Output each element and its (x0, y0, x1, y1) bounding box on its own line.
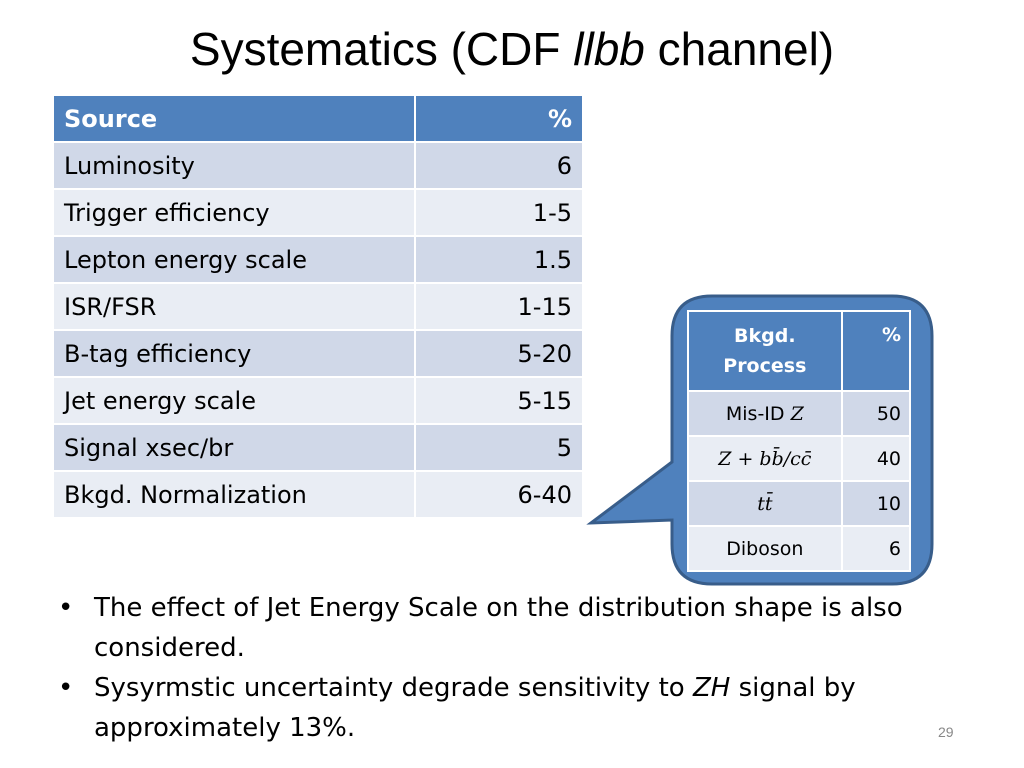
systematics-table: Source % Luminosity 6 Trigger efficiency… (52, 94, 585, 519)
source-cell: Trigger efficiency (52, 188, 416, 237)
bullet-text-post: signal by approximately 13%. (94, 673, 856, 743)
header-source: Source (52, 94, 416, 143)
process-text: Mis-ID (725, 402, 791, 425)
bullet-symbol: • (58, 593, 74, 623)
process-cell: tt̄ (687, 480, 843, 527)
title-suffix: channel) (644, 23, 835, 75)
process-cell: Z + bb̄/cc̄ (687, 435, 843, 482)
table-row: Signal xsec/br 5 (52, 423, 585, 472)
header-process-line1: Bkgd. (734, 325, 796, 347)
bullet-text-pre: Sysyrmstic uncertainty degrade sensitivi… (94, 673, 693, 703)
table-row: Jet energy scale 5-15 (52, 376, 585, 425)
bullet-item: • Sysyrmstic uncertainty degrade sensiti… (56, 668, 956, 748)
page-number: 29 (938, 724, 954, 740)
header-process-line2: Process (723, 355, 807, 377)
header-process: Bkgd. Process (687, 310, 843, 392)
process-math: tt̄ (757, 492, 773, 515)
table-row: tt̄ 10 (687, 480, 912, 527)
percent-cell: 5-20 (413, 329, 585, 378)
bullet-symbol: • (58, 673, 74, 703)
table-header-row: Source % (52, 94, 585, 143)
source-cell: B-tag efficiency (52, 329, 416, 378)
title-prefix: Systematics (CDF (189, 23, 574, 75)
table-row: ISR/FSR 1-15 (52, 282, 585, 331)
title-emphasis: llbb (573, 23, 645, 75)
table-row: Trigger efficiency 1-5 (52, 188, 585, 237)
percent-cell: 40 (840, 435, 912, 482)
percent-cell: 6 (840, 525, 912, 572)
process-math: Z (790, 402, 804, 425)
slide-title: Systematics (CDF llbb channel) (0, 14, 1024, 84)
bullet-text-emphasis: ZH (692, 673, 731, 703)
source-cell: ISR/FSR (52, 282, 416, 331)
header-percent: % (840, 310, 912, 392)
percent-cell: 5 (413, 423, 585, 472)
percent-cell: 50 (840, 390, 912, 437)
table-row: Diboson 6 (687, 525, 912, 572)
background-process-table: Bkgd. Process % Mis-ID Z 50 Z + bb̄/cc̄ … (687, 310, 912, 572)
source-cell: Signal xsec/br (52, 423, 416, 472)
source-cell: Bkgd. Normalization (52, 470, 416, 519)
process-cell: Mis-ID Z (687, 390, 843, 437)
header-percent: % (413, 94, 585, 143)
source-cell: Lepton energy scale (52, 235, 416, 284)
process-math: Z + bb̄/cc̄ (718, 447, 812, 470)
table-row: B-tag efficiency 5-20 (52, 329, 585, 378)
percent-cell: 10 (840, 480, 912, 527)
table-row: Bkgd. Normalization 6-40 (52, 470, 585, 519)
table-row: Lepton energy scale 1.5 (52, 235, 585, 284)
bullet-item: • The effect of Jet Energy Scale on the … (56, 588, 956, 668)
percent-cell: 1-15 (413, 282, 585, 331)
percent-cell: 1.5 (413, 235, 585, 284)
percent-cell: 6-40 (413, 470, 585, 519)
table-row: Mis-ID Z 50 (687, 390, 912, 437)
percent-cell: 1-5 (413, 188, 585, 237)
source-cell: Luminosity (52, 141, 416, 190)
table-row: Z + bb̄/cc̄ 40 (687, 435, 912, 482)
bullet-list: • The effect of Jet Energy Scale on the … (56, 588, 956, 748)
table-header-row: Bkgd. Process % (687, 310, 912, 392)
table-row: Luminosity 6 (52, 141, 585, 190)
process-cell: Diboson (687, 525, 843, 572)
percent-cell: 6 (413, 141, 585, 190)
bullet-text: The effect of Jet Energy Scale on the di… (94, 593, 903, 663)
source-cell: Jet energy scale (52, 376, 416, 425)
process-text: Diboson (726, 537, 804, 560)
percent-cell: 5-15 (413, 376, 585, 425)
